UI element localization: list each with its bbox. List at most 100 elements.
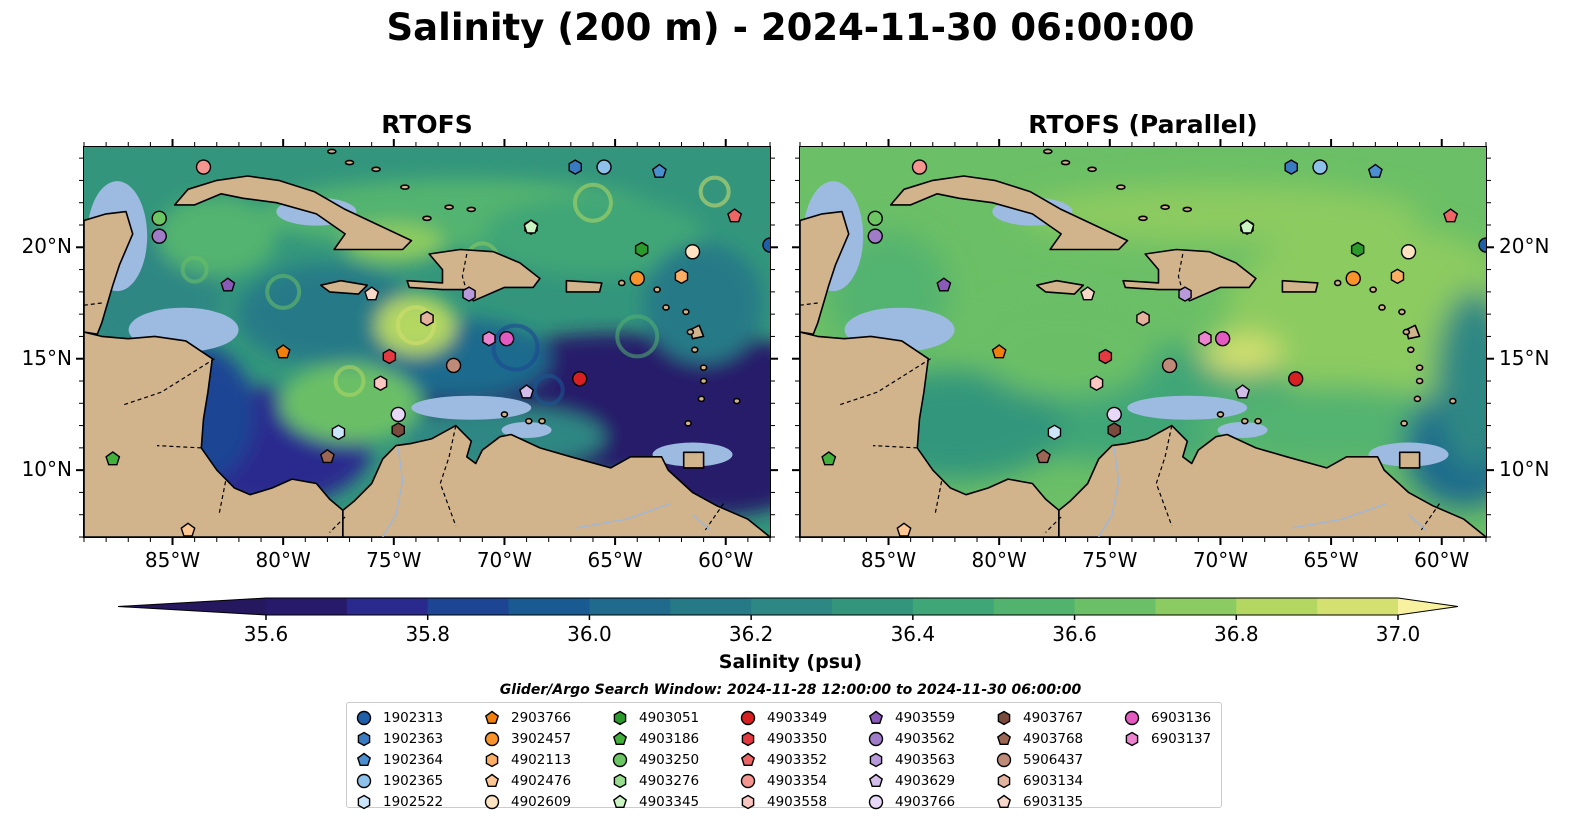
- legend-item: 6903134: [995, 770, 1083, 791]
- float-marker-1902365: [596, 159, 612, 175]
- land-jamaica: [1036, 279, 1085, 295]
- axis-ticks: [76, 139, 1494, 545]
- float-marker-4903186: [105, 451, 121, 466]
- circle-marker-icon: [868, 731, 884, 746]
- lon-tick-label: 70°W: [1192, 548, 1249, 572]
- legend-label: 4903350: [767, 730, 828, 747]
- float-marker-6903136: [498, 330, 515, 347]
- hexagon-marker-icon: [997, 773, 1011, 788]
- legend-label: 4903559: [895, 709, 956, 726]
- hexagon-marker-icon: [357, 731, 371, 746]
- legend-label: 4903768: [1023, 730, 1084, 747]
- legend-label: 2903766: [511, 709, 572, 726]
- lon-tick-label: 75°W: [1082, 548, 1138, 572]
- observation-markers: [105, 159, 770, 537]
- float-marker-5906437: [445, 357, 462, 374]
- float-legend: 1902313 1902363 1902364 1902365 1902522 29037…: [346, 702, 1222, 810]
- colorbar-over-arrow: [1398, 598, 1458, 615]
- legend-label: 4903186: [639, 730, 700, 747]
- circle-marker-icon: [612, 752, 628, 767]
- legend-item: 1902313: [355, 707, 443, 728]
- colorbar-tick-label: 36.6: [1052, 622, 1097, 646]
- legend-item: 1902364: [355, 749, 443, 770]
- legend-item: 4903276: [611, 770, 699, 791]
- legend-label: 6903136: [1151, 709, 1212, 726]
- float-marker-6903134: [420, 310, 434, 327]
- lon-tick-label: 65°W: [1303, 548, 1359, 572]
- float-marker-4903350: [382, 348, 397, 365]
- lon-tick-label: 65°W: [587, 548, 643, 572]
- float-marker-4903766: [1106, 406, 1122, 423]
- legend-item: 4903766: [867, 791, 955, 812]
- legend-item: 1902522: [355, 791, 443, 812]
- float-marker-4903345: [1239, 219, 1255, 234]
- legend-item: 4902476: [483, 770, 571, 791]
- legend-item: 4903250: [611, 749, 699, 770]
- float-marker-4903051: [634, 241, 649, 258]
- circle-marker-icon: [484, 794, 500, 809]
- float-marker-2903766: [275, 344, 291, 359]
- legend-item: 6903135: [995, 791, 1083, 812]
- pentagon-marker-icon: [996, 794, 1012, 808]
- legend-label: 1902364: [383, 751, 444, 768]
- legend-column: 6903136 6903137: [1123, 707, 1211, 749]
- float-marker-4903352: [1443, 208, 1459, 223]
- legend-label: 1902363: [383, 730, 444, 747]
- legend-item: 4903563: [867, 749, 955, 770]
- float-marker-4903629: [519, 384, 535, 399]
- legend-label: 4903558: [767, 793, 828, 810]
- pentagon-marker-icon: [484, 773, 500, 787]
- float-marker-3902457: [1345, 270, 1361, 287]
- legend-column: 4903349 4903350 4903352 4903354 4903558: [739, 707, 827, 812]
- legend-label: 4903352: [767, 751, 828, 768]
- panel-title-rtofs: RTOFS: [381, 110, 473, 139]
- legend-label: 6903134: [1023, 772, 1084, 789]
- colorbar-under-arrow: [118, 598, 266, 615]
- lon-tick-label: 60°W: [698, 548, 754, 572]
- rivers: [382, 447, 711, 537]
- legend-label: 1902313: [383, 709, 444, 726]
- float-marker-5906437: [1161, 357, 1178, 374]
- float-marker-4902476: [896, 522, 912, 537]
- legend-item: 4903352: [739, 749, 827, 770]
- colorbar-segment: [266, 598, 348, 615]
- legend-item: 4903767: [995, 707, 1083, 728]
- legend-item: 6903136: [1123, 707, 1211, 728]
- float-marker-4903562: [151, 228, 167, 244]
- legend-label: 4902476: [511, 772, 572, 789]
- colorbar-tick-label: 36.4: [891, 622, 936, 646]
- colorbar-segment: [1317, 598, 1399, 615]
- eddy-filaments: [180, 175, 731, 406]
- map-panel-rtofs-parallel: [799, 146, 1487, 538]
- float-marker-4903349: [571, 371, 588, 387]
- float-marker-4903767: [1107, 422, 1121, 438]
- legend-item: 4903186: [611, 728, 699, 749]
- legend-label: 4903276: [639, 772, 700, 789]
- legend-label: 4903563: [895, 751, 956, 768]
- legend-label: 6903135: [1023, 793, 1084, 810]
- land-yucatan: [800, 210, 850, 335]
- legend-item: 4903629: [867, 770, 955, 791]
- legend-column: 1902313 1902363 1902364 1902365 1902522: [355, 707, 443, 812]
- float-marker-4903563: [462, 286, 476, 302]
- legend-item: 4903559: [867, 707, 955, 728]
- legend-column: 2903766 3902457 4902113 4902476 4902609: [483, 707, 571, 812]
- legend-item: 4903051: [611, 707, 699, 728]
- colorbar-segment: [1074, 598, 1156, 615]
- land-hispaniola: [1122, 248, 1257, 302]
- legend-item: 4903354: [739, 770, 827, 791]
- land-trinidad: [682, 451, 705, 469]
- float-marker-1902313: [762, 237, 770, 253]
- land-jamaica: [320, 279, 369, 295]
- observation-markers: [821, 159, 1486, 537]
- legend-label: 4902113: [511, 751, 572, 768]
- float-marker-4902476: [180, 522, 196, 537]
- float-marker-4903629: [1235, 384, 1251, 399]
- legend-label: 4902609: [511, 793, 572, 810]
- float-marker-4903354: [911, 159, 928, 175]
- float-marker-4903768: [319, 448, 335, 464]
- legend-label: 1902522: [383, 793, 444, 810]
- float-marker-4903562: [867, 228, 883, 244]
- colorbar-segment: [751, 598, 833, 615]
- map-canvas: [84, 147, 770, 537]
